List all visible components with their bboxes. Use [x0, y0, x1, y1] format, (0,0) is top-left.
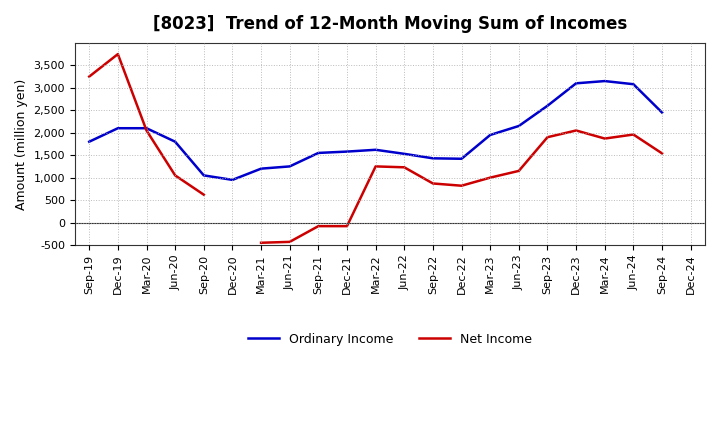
Net Income [142, 128, 150, 133]
Ordinary Income [285, 164, 294, 169]
Ordinary Income [428, 156, 437, 161]
Ordinary Income [486, 132, 495, 138]
Title: [8023]  Trend of 12-Month Moving Sum of Incomes: [8023] Trend of 12-Month Moving Sum of I… [153, 15, 627, 33]
Ordinary Income [142, 125, 150, 131]
Line: Net Income: Net Income [89, 54, 204, 195]
Ordinary Income [400, 151, 408, 157]
Ordinary Income [657, 110, 666, 115]
Ordinary Income [171, 139, 179, 144]
Y-axis label: Amount (million yen): Amount (million yen) [15, 78, 28, 209]
Ordinary Income [257, 166, 266, 171]
Ordinary Income [314, 150, 323, 156]
Ordinary Income [572, 81, 580, 86]
Net Income [171, 173, 179, 178]
Ordinary Income [457, 156, 466, 161]
Net Income [85, 74, 94, 79]
Line: Ordinary Income: Ordinary Income [89, 81, 662, 180]
Net Income [114, 51, 122, 57]
Ordinary Income [372, 147, 380, 152]
Ordinary Income [114, 125, 122, 131]
Ordinary Income [600, 78, 609, 84]
Ordinary Income [515, 123, 523, 128]
Ordinary Income [629, 81, 638, 87]
Legend: Ordinary Income, Net Income: Ordinary Income, Net Income [243, 328, 537, 351]
Ordinary Income [85, 139, 94, 144]
Net Income [199, 192, 208, 198]
Ordinary Income [199, 173, 208, 178]
Ordinary Income [228, 177, 237, 183]
Ordinary Income [543, 103, 552, 108]
Ordinary Income [343, 149, 351, 154]
